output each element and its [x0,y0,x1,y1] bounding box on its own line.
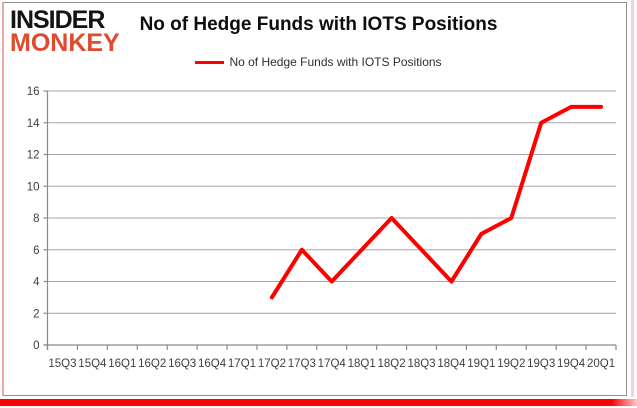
legend: No of Hedge Funds with IOTS Positions [0,55,637,69]
y-tick-label: 8 [33,213,39,225]
right-accent-line [631,0,634,397]
x-tick-label: 20Q1 [587,358,615,370]
y-tick-label: 14 [27,118,40,130]
x-tick-label: 18Q2 [378,358,406,370]
y-tick-label: 4 [33,277,40,289]
x-tick-label: 15Q4 [78,358,107,370]
legend-label: No of Hedge Funds with IOTS Positions [229,55,442,69]
x-tick-label: 18Q4 [437,358,466,370]
logo-text-insider: INSIDER [10,6,105,34]
x-tick-label: 19Q1 [467,358,495,370]
x-tick-label: 19Q4 [557,358,586,370]
y-tick-label: 0 [33,340,39,352]
logo-text-monkey: MONKEY [10,29,120,57]
x-tick-label: 19Q3 [527,358,555,370]
x-tick-label: 19Q2 [497,358,525,370]
insider-monkey-logo: INSIDER MONKEY [10,6,120,57]
x-tick-label: 18Q3 [407,358,435,370]
chart-frame [2,2,627,396]
x-tick-label: 16Q3 [168,358,196,370]
y-tick-label: 2 [33,308,39,320]
series-line [269,104,604,300]
x-tick-label: 16Q4 [198,358,227,370]
x-tick-label: 17Q3 [288,358,316,370]
chart-title: No of Hedge Funds with IOTS Positions [139,14,498,35]
y-tick-label: 16 [27,86,40,98]
x-tick-label: 15Q3 [48,358,76,370]
x-tick-label: 17Q1 [228,358,256,370]
x-tick-label: 17Q4 [318,358,347,370]
legend-line-swatch [195,60,225,64]
x-tick-label: 17Q2 [258,358,286,370]
x-tick-label: 16Q1 [108,358,136,370]
y-tick-label: 10 [27,181,40,193]
bottom-red-bar [0,399,637,406]
y-tick-label: 6 [33,245,39,257]
x-tick-label: 18Q1 [348,358,376,370]
x-tick-label: 16Q2 [138,358,166,370]
y-tick-label: 12 [27,150,40,162]
